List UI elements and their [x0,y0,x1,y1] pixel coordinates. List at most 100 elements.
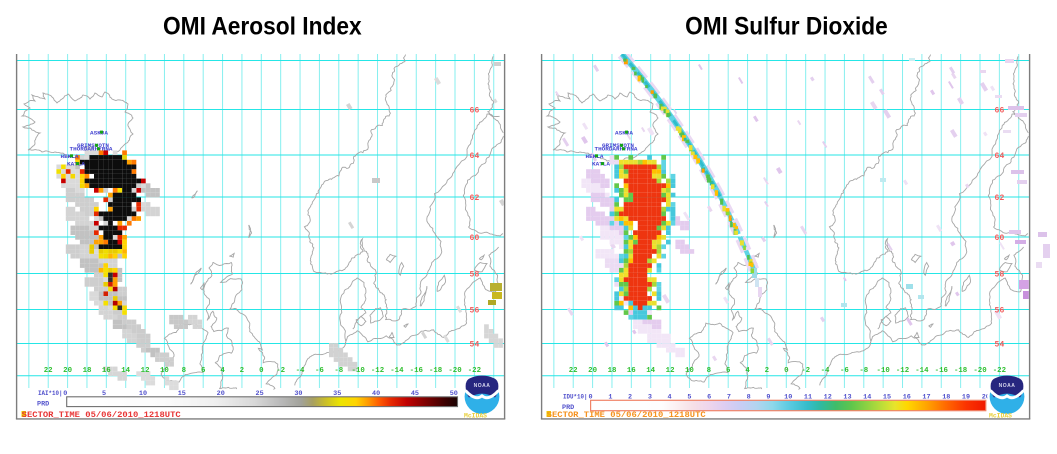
svg-text:-16: -16 [935,367,949,375]
svg-text:-2: -2 [276,367,285,375]
svg-text:66: 66 [995,106,1005,115]
svg-text:14: 14 [863,394,871,402]
svg-text:-10: -10 [877,367,891,375]
svg-text:-18: -18 [954,367,968,375]
svg-text:5: 5 [102,390,106,398]
svg-text:McIDAS: McIDAS [989,413,1012,420]
svg-text:-14: -14 [390,367,404,375]
svg-text:-6: -6 [840,367,849,375]
svg-text:30: 30 [294,390,302,398]
svg-text:ASKJA: ASKJA [615,130,633,136]
svg-text:8: 8 [747,394,751,402]
svg-text:15: 15 [178,390,186,398]
svg-text:22: 22 [44,367,53,375]
svg-text:18: 18 [608,367,617,375]
svg-text:11: 11 [804,394,812,402]
svg-text:OMI Sulfur Dioxide: OMI Sulfur Dioxide [685,13,888,41]
svg-text:IDU*10|: IDU*10| [563,394,588,401]
svg-text:-18: -18 [429,367,443,375]
svg-text:10: 10 [685,367,694,375]
svg-text:14: 14 [646,367,655,375]
svg-text:18: 18 [83,367,92,375]
svg-text:-12: -12 [896,367,909,375]
svg-text:20: 20 [588,367,597,375]
svg-text:20: 20 [982,394,990,402]
svg-text:56: 56 [470,306,480,315]
svg-text:-22: -22 [993,367,1006,375]
svg-text:45: 45 [411,390,419,398]
svg-text:-20: -20 [973,367,987,375]
svg-text:58: 58 [470,270,480,279]
svg-text:0: 0 [63,390,67,398]
svg-text:35: 35 [333,390,341,398]
svg-text:0: 0 [784,367,789,375]
svg-text:GRIMSVOTN: GRIMSVOTN [602,143,634,149]
svg-text:SECTOR_TIME 05/06/2010_1218UTC: SECTOR_TIME 05/06/2010_1218UTC [22,410,181,420]
svg-text:10: 10 [784,394,792,402]
svg-text:6: 6 [201,367,206,375]
svg-text:10: 10 [160,367,169,375]
svg-text:15: 15 [883,394,891,402]
svg-text:12: 12 [824,394,832,402]
svg-text:-6: -6 [315,367,324,375]
svg-text:GRIMSVOTN: GRIMSVOTN [77,143,109,149]
svg-text:8: 8 [707,367,712,375]
svg-text:66: 66 [470,106,480,115]
svg-text:54: 54 [470,340,480,349]
svg-text:HEKLA: HEKLA [586,154,604,160]
svg-text:40: 40 [372,390,380,398]
svg-text:18: 18 [942,394,950,402]
svg-text:-8: -8 [334,367,343,375]
svg-text:12: 12 [141,367,150,375]
svg-text:-2: -2 [801,367,810,375]
svg-text:54: 54 [995,340,1005,349]
svg-text:-10: -10 [352,367,366,375]
svg-text:5: 5 [687,394,691,402]
svg-text:-4: -4 [821,367,830,375]
svg-text:22: 22 [569,367,578,375]
svg-text:16: 16 [102,367,111,375]
svg-text:3: 3 [648,394,652,402]
svg-text:ASKJA: ASKJA [90,130,108,136]
svg-text:IAI*10|: IAI*10| [38,390,63,397]
svg-text:-14: -14 [915,367,929,375]
svg-text:-16: -16 [410,367,424,375]
svg-text:NOAA: NOAA [999,383,1016,389]
svg-text:NOAA: NOAA [474,383,491,389]
svg-text:64: 64 [470,152,480,161]
svg-text:10: 10 [139,390,147,398]
svg-text:0: 0 [589,394,593,402]
svg-text:-4: -4 [296,367,305,375]
svg-text:THORDARHYRNA: THORDARHYRNA [595,147,638,153]
svg-text:58: 58 [995,270,1005,279]
svg-text:PRD: PRD [562,404,574,412]
svg-text:16: 16 [903,394,911,402]
svg-text:THORDARHYRNA: THORDARHYRNA [70,147,113,153]
svg-text:20: 20 [217,390,225,398]
svg-text:62: 62 [470,194,480,203]
svg-text:4: 4 [745,367,750,375]
svg-text:4: 4 [668,394,672,402]
svg-text:64: 64 [995,152,1005,161]
svg-text:56: 56 [995,306,1005,315]
svg-text:19: 19 [962,394,970,402]
svg-text:8: 8 [182,367,187,375]
svg-text:9: 9 [766,394,770,402]
svg-text:2: 2 [628,394,632,402]
svg-text:6: 6 [707,394,711,402]
svg-text:2: 2 [765,367,769,375]
svg-text:50: 50 [450,390,458,398]
svg-text:62: 62 [995,194,1005,203]
svg-text:25: 25 [256,390,264,398]
svg-text:0: 0 [259,367,264,375]
svg-text:OMI Aerosol Index: OMI Aerosol Index [163,13,362,41]
svg-text:McIDAS: McIDAS [464,413,487,420]
svg-text:17: 17 [922,394,930,402]
svg-text:4: 4 [220,367,225,375]
svg-text:PRD: PRD [37,401,49,409]
svg-text:7: 7 [727,394,731,402]
svg-text:-22: -22 [468,367,481,375]
svg-text:12: 12 [666,367,675,375]
svg-text:1: 1 [608,394,612,402]
svg-text:HEKLA: HEKLA [61,154,79,160]
